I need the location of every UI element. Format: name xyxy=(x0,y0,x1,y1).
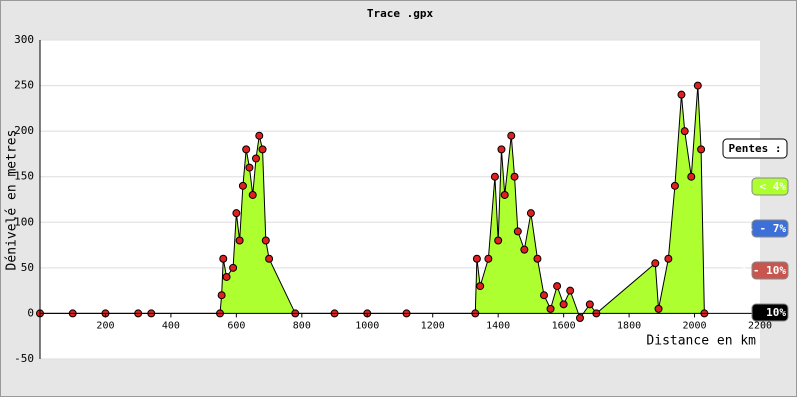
marker xyxy=(520,245,529,254)
marker xyxy=(265,254,274,263)
x-tick-label: 200 xyxy=(96,320,114,331)
marker xyxy=(510,172,519,181)
marker xyxy=(472,254,481,263)
x-tick-label: 600 xyxy=(227,320,245,331)
x-tick-label: 1000 xyxy=(355,320,379,331)
marker xyxy=(229,263,238,272)
marker xyxy=(697,145,706,154)
marker xyxy=(533,254,542,263)
marker xyxy=(476,282,485,291)
marker xyxy=(687,172,696,181)
area xyxy=(40,85,705,318)
marker xyxy=(248,190,257,199)
marker xyxy=(261,236,270,245)
y-tick-label: 0 xyxy=(27,306,34,319)
y-tick-label: 200 xyxy=(14,124,34,137)
marker xyxy=(670,181,679,190)
marker xyxy=(232,209,241,218)
marker xyxy=(664,254,673,263)
legend-label: 7 - 10% xyxy=(740,264,787,277)
y-tick-label: 300 xyxy=(14,33,34,46)
marker xyxy=(654,304,663,313)
x-tick-label: 800 xyxy=(293,320,311,331)
legend-label: 4 - 7% xyxy=(746,222,786,235)
marker xyxy=(513,227,522,236)
marker xyxy=(507,131,516,140)
y-tick-label: 250 xyxy=(14,79,34,92)
marker xyxy=(235,236,244,245)
marker xyxy=(255,131,264,140)
legend-swatch xyxy=(751,177,789,196)
marker xyxy=(219,254,228,263)
legend-label: 10% xyxy=(766,306,786,319)
marker xyxy=(680,127,689,136)
y-tick-label: 150 xyxy=(14,170,34,183)
marker xyxy=(252,154,260,163)
x-tick-label: 1200 xyxy=(421,320,445,331)
marker xyxy=(693,81,702,90)
marker xyxy=(494,236,503,245)
marker xyxy=(585,300,594,309)
x-tick-label: 1400 xyxy=(486,320,510,331)
marker xyxy=(245,163,254,172)
marker xyxy=(217,291,226,300)
marker xyxy=(553,282,562,291)
chart-title: Trace .gpx xyxy=(367,7,434,20)
marker xyxy=(222,272,231,281)
marker xyxy=(540,291,548,300)
legend-swatch xyxy=(751,219,789,238)
marker xyxy=(490,172,499,181)
y-axis-label: Dénivelé en metres xyxy=(5,130,20,271)
legend-title-box xyxy=(722,138,788,159)
x-tick-label: 1800 xyxy=(617,320,641,331)
marker xyxy=(559,300,568,309)
x-tick-label: 400 xyxy=(162,320,180,331)
marker xyxy=(258,145,267,154)
marker xyxy=(677,90,686,99)
legend-swatch xyxy=(751,303,789,322)
x-axis-label: Distance en km xyxy=(646,334,756,349)
marker xyxy=(242,145,251,154)
marker xyxy=(238,181,247,190)
marker xyxy=(546,304,555,313)
marker xyxy=(576,313,584,322)
marker xyxy=(526,209,535,218)
marker xyxy=(484,254,493,263)
marker xyxy=(566,286,575,295)
legend-title: Pentes : xyxy=(729,142,782,155)
x-tick-label: 2200 xyxy=(748,320,772,331)
legend-label: < 4% xyxy=(760,180,787,193)
y-tick-label: 100 xyxy=(14,215,34,228)
y-tick-label: -50 xyxy=(14,352,34,365)
x-tick-label: 2000 xyxy=(682,320,706,331)
y-tick-label: 50 xyxy=(21,261,34,274)
marker xyxy=(497,145,506,154)
marker xyxy=(651,259,660,268)
marker xyxy=(500,190,509,199)
x-tick-label: 1600 xyxy=(552,320,576,331)
legend-swatch xyxy=(751,261,789,280)
